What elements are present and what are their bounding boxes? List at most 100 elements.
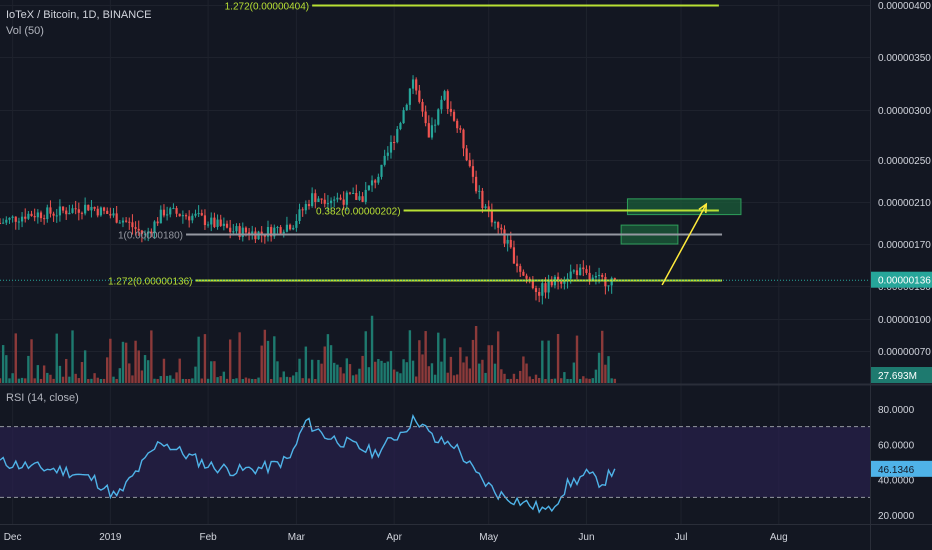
volume-bar <box>377 359 380 383</box>
candle-body <box>244 227 248 233</box>
volume-bar <box>468 368 471 383</box>
time-tick-label: Apr <box>386 532 402 543</box>
candle-body <box>487 206 490 211</box>
fibonacci-levels[interactable]: 1.272(0.00000404) 0.382(0.00000202) 1(0.00… <box>108 2 723 288</box>
volume-bar <box>323 346 326 383</box>
volume-bar <box>452 375 456 383</box>
volume-bar <box>90 378 93 383</box>
time-axis[interactable]: Dec 2019 Feb Mar Apr May Jun Jul Aug <box>4 532 788 543</box>
candle-body <box>87 204 90 211</box>
time-tick-label: Aug <box>770 532 788 543</box>
price-axis[interactable]: 0.00000400 0.00000350 0.00000300 0.00000250… <box>878 1 931 358</box>
volume-bar <box>364 331 367 383</box>
time-tick-label: Jun <box>578 532 594 543</box>
candle-body <box>585 269 588 273</box>
volume-bar <box>578 378 582 383</box>
volume-bar <box>121 341 125 383</box>
volume-bar <box>279 377 282 383</box>
rsi-tick-label: 60.0000 <box>878 440 915 451</box>
volume-bar <box>298 358 301 383</box>
candle-body <box>493 222 497 224</box>
rsi-legend[interactable]: RSI (14, close) <box>6 392 79 404</box>
candle-body <box>11 216 14 218</box>
volume-bar <box>140 370 144 383</box>
volume-bar <box>399 373 402 383</box>
volume-bar <box>519 370 522 383</box>
volume-bar <box>345 358 349 383</box>
volume-bar <box>137 350 140 383</box>
candle-body <box>235 226 238 232</box>
volume-bar <box>342 373 345 383</box>
volume-bar <box>52 378 55 383</box>
candle-body <box>197 213 200 215</box>
volume-bar <box>244 377 248 383</box>
volume-bar <box>206 378 210 383</box>
candle-body <box>112 213 115 216</box>
candle-body <box>588 272 591 280</box>
volume-bar <box>440 361 443 383</box>
fib-label: 1.272(0.00000136) <box>108 277 193 288</box>
time-tick-label: Jul <box>675 532 688 543</box>
fib-label: 1.272(0.00000404) <box>225 2 310 13</box>
candle-body <box>65 210 68 215</box>
volume-bar <box>5 355 8 383</box>
volume-bar <box>443 338 446 383</box>
rsi-tick-label: 80.0000 <box>878 405 915 416</box>
candle-body <box>434 124 437 126</box>
candle-body <box>415 79 418 91</box>
candle-body <box>594 276 598 278</box>
volume-bar <box>14 333 17 383</box>
volume-bar <box>405 362 408 383</box>
volume-bar <box>594 369 598 383</box>
volume-bar <box>490 345 494 383</box>
target-box <box>626 198 742 216</box>
volume-bar <box>310 359 314 383</box>
volume-bar <box>222 371 226 383</box>
candle-body <box>569 271 572 279</box>
candle-body <box>500 227 503 230</box>
target-arrow[interactable] <box>661 202 708 286</box>
candle-body <box>446 91 449 109</box>
volume-bar <box>203 334 207 383</box>
volume-bar <box>71 330 74 383</box>
candle-body <box>430 125 434 138</box>
price-tick-label: 0.00000400 <box>878 1 931 12</box>
volume-bar <box>143 355 147 383</box>
volume-bar <box>553 378 557 383</box>
rsi-tick-label: 20.0000 <box>878 511 915 522</box>
candle-body <box>0 223 2 224</box>
volume-bar <box>582 376 585 383</box>
candle-body <box>128 221 131 223</box>
volume-bar <box>24 378 27 383</box>
volume-bar <box>541 340 544 383</box>
volume-bar <box>197 336 200 383</box>
rsi-axis[interactable]: 80.0000 60.0000 40.0000 20.0000 <box>878 405 915 522</box>
candle-body <box>471 166 475 177</box>
candle-body <box>323 199 326 204</box>
volume-bar <box>427 366 431 383</box>
candle-body <box>216 219 219 227</box>
symbol-title[interactable]: IoTeX / Bitcoin, 1D, BINANCE <box>6 9 152 21</box>
volume-bar <box>421 354 424 383</box>
volume-legend[interactable]: Vol (50) <box>6 25 44 37</box>
volume-bar <box>411 360 415 383</box>
volume-bar <box>604 364 607 383</box>
volume-bar <box>367 367 371 383</box>
candle-body <box>468 160 471 167</box>
volume-bar <box>314 378 317 383</box>
candle-body <box>311 193 314 207</box>
volume-value-tag: 27.693M <box>878 371 917 382</box>
volume-bar <box>118 368 122 383</box>
candle-body <box>465 148 468 161</box>
candle-body <box>251 231 254 236</box>
candle-body <box>279 227 282 234</box>
candle-body <box>5 219 8 223</box>
candle-body <box>90 206 93 211</box>
price-tick-label: 0.00000070 <box>878 347 931 358</box>
candle-body <box>30 213 33 217</box>
candle-body <box>597 274 601 277</box>
candle-body <box>109 213 112 216</box>
candle-body <box>604 276 607 287</box>
volume-bar <box>288 377 292 383</box>
